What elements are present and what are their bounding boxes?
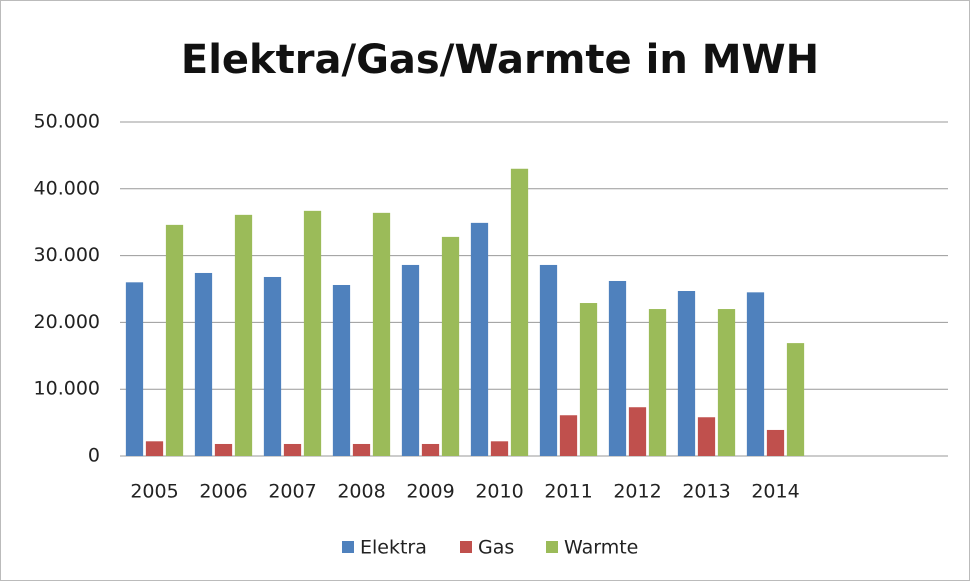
bar	[234, 214, 253, 456]
bar	[648, 309, 667, 456]
bar	[510, 168, 529, 456]
x-tick-label: 2005	[130, 481, 178, 503]
x-tick-label: 2014	[751, 481, 799, 503]
y-tick-label: 30.000	[34, 244, 100, 266]
bar	[579, 303, 598, 456]
bar	[372, 212, 391, 456]
chart-title: Elektra/Gas/Warmte in MWH	[181, 37, 819, 83]
x-tick-label: 2011	[544, 481, 592, 503]
bar	[421, 443, 440, 456]
bar	[283, 443, 302, 456]
y-tick-label: 40.000	[34, 177, 100, 199]
bar	[628, 407, 647, 456]
bar	[441, 236, 460, 456]
bar	[263, 276, 282, 456]
bar	[677, 291, 696, 456]
y-tick-label: 0	[88, 445, 100, 467]
bar	[746, 292, 765, 456]
bar	[608, 280, 627, 456]
y-tick-label: 10.000	[34, 378, 100, 400]
bar	[303, 210, 322, 456]
bar	[332, 284, 351, 456]
bar	[194, 272, 213, 456]
y-tick-label: 50.000	[34, 111, 100, 133]
bar	[717, 309, 736, 456]
y-tick-label: 20.000	[34, 311, 100, 333]
legend-swatch	[460, 541, 472, 553]
x-tick-label: 2010	[475, 481, 523, 503]
bar	[214, 443, 233, 456]
bar	[786, 343, 805, 456]
x-tick-label: 2012	[613, 481, 661, 503]
bar	[470, 222, 489, 456]
bar	[490, 441, 509, 456]
x-tick-label: 2007	[268, 481, 316, 503]
bar	[559, 415, 578, 456]
x-tick-label: 2006	[199, 481, 247, 503]
bar	[352, 443, 371, 456]
legend-label: Warmte	[564, 537, 638, 559]
legend-label: Gas	[478, 537, 514, 559]
legend-label: Elektra	[360, 537, 427, 559]
bar	[697, 417, 716, 456]
legend-swatch	[546, 541, 558, 553]
bar	[539, 264, 558, 456]
bar	[401, 264, 420, 456]
x-tick-label: 2013	[682, 481, 730, 503]
x-tick-label: 2009	[406, 481, 454, 503]
x-tick-label: 2008	[337, 481, 385, 503]
bar	[165, 224, 184, 456]
legend-swatch	[342, 541, 354, 553]
bar	[145, 441, 164, 456]
bar	[766, 429, 785, 456]
bar	[125, 282, 144, 456]
